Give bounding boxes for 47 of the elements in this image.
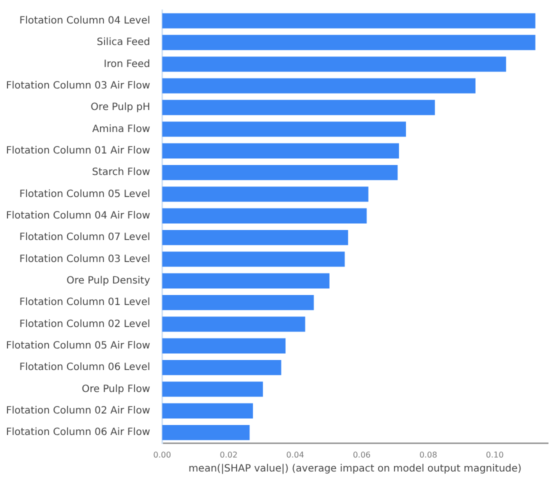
x-tick-label: 0.04: [286, 450, 304, 460]
x-axis-title: mean(|SHAP value|) (average impact on model output magnitude): [188, 464, 522, 475]
y-tick-label: Silica Feed: [96, 37, 150, 48]
bar: [162, 13, 536, 28]
bar: [162, 78, 476, 94]
x-tick-label: 0.06: [352, 450, 371, 460]
bar: [162, 338, 286, 354]
x-tick-label: 0.00: [153, 450, 172, 460]
y-tick-label: Flotation Column 06 Air Flow: [6, 427, 150, 438]
y-tick-label: Ore Pulp Density: [66, 275, 150, 286]
y-tick-label: Flotation Column 02 Level: [19, 318, 150, 330]
bar: [162, 56, 506, 72]
y-tick-label: Ore Pulp Flow: [82, 384, 150, 395]
bar: [162, 360, 282, 376]
bar: [162, 164, 398, 180]
x-tick-label: 0.10: [486, 450, 504, 460]
y-tick-label: Flotation Column 04 Level: [19, 15, 150, 26]
bar: [162, 382, 263, 397]
y-tick-label: Flotation Column 03 Level: [19, 254, 150, 265]
y-tick-label: Flotation Column 03 Air Flow: [6, 80, 150, 92]
bar: [162, 122, 406, 137]
bar: [162, 34, 536, 50]
y-tick-label: Flotation Column 01 Air Flow: [6, 145, 150, 156]
y-tick-label: Flotation Column 02 Air Flow: [6, 405, 150, 416]
y-tick-label: Iron Feed: [104, 58, 150, 70]
bar: [162, 424, 250, 440]
bar: [162, 100, 435, 116]
bar: [162, 186, 368, 202]
bar: [162, 208, 367, 224]
y-tick-label: Flotation Column 07 Level: [19, 232, 150, 244]
bar: [162, 230, 348, 246]
y-tick-label: Ore Pulp pH: [90, 102, 150, 114]
y-tick-label: Flotation Column 05 Air Flow: [6, 340, 150, 352]
bar: [162, 403, 253, 418]
bar: [162, 273, 330, 288]
y-tick-label: Flotation Column 05 Level: [19, 188, 150, 200]
bar: [162, 294, 314, 310]
bar: [162, 316, 306, 332]
y-tick-label: Flotation Column 01 Level: [19, 297, 150, 308]
y-tick-label: Flotation Column 04 Air Flow: [6, 210, 150, 222]
x-tick-label: 0.02: [220, 450, 238, 460]
bar: [162, 252, 345, 267]
x-tick-label: 0.08: [419, 450, 438, 460]
bar: [162, 143, 399, 158]
y-tick-label: Flotation Column 06 Level: [19, 362, 150, 374]
y-tick-label: Starch Flow: [92, 167, 150, 178]
y-tick-label: Amina Flow: [92, 124, 150, 135]
